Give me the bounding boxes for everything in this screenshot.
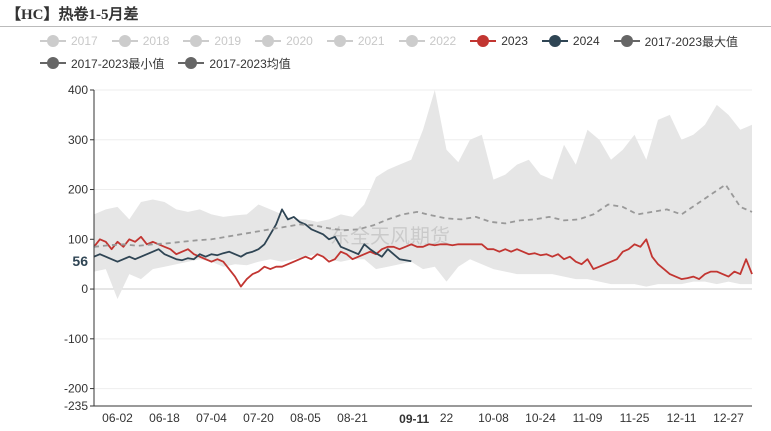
legend-item-2019[interactable]: 2019	[183, 34, 241, 48]
legend-symbol-icon	[541, 35, 568, 47]
series-line-2017-2023均值	[93, 183, 753, 248]
y-tick-label: 200	[68, 183, 88, 197]
legend-item-avg[interactable]: 2017-2023均值	[178, 55, 291, 72]
x-tick-label: 10-24	[525, 411, 556, 425]
x-tick-label: 08-05	[290, 411, 321, 425]
legend-symbol-icon	[183, 35, 210, 47]
y-tick-label: -200	[64, 382, 88, 396]
legend-symbol-icon	[613, 35, 640, 47]
legend-symbol-icon	[398, 35, 425, 47]
legend-item-2023[interactable]: 2023	[470, 34, 528, 48]
x-tick-label: 12-11	[667, 411, 697, 425]
legend-symbol-icon	[178, 57, 205, 69]
legend-item-max[interactable]: 2017-2023最大值	[613, 33, 738, 50]
y-tick-label: -235	[64, 399, 88, 413]
legend-symbol-icon	[40, 57, 66, 69]
legend-symbol-icon	[326, 35, 353, 47]
y-tick-label: -100	[64, 332, 88, 346]
x-tick-label: 07-20	[243, 411, 274, 425]
y-tick-label: 300	[68, 133, 88, 147]
legend-item-2017[interactable]: 2017	[40, 34, 98, 48]
legend-item-2018[interactable]: 2018	[111, 34, 169, 48]
series-line-2024	[93, 208, 412, 263]
legend-item-min[interactable]: 2017-2023最小值	[40, 55, 164, 72]
legend-item-2024[interactable]: 2024	[541, 34, 600, 48]
y-tick-label: 0	[81, 282, 88, 296]
legend-symbol-icon	[255, 35, 282, 47]
range-band	[94, 90, 752, 299]
x-tick-label: 08-21	[337, 411, 368, 425]
x-tick-label: 06-18	[149, 411, 180, 425]
chart-title: 【HC】热卷1-5月差	[6, 7, 139, 23]
x-tick-label: 09-11	[399, 412, 429, 426]
x-tick-label: 12-27	[713, 411, 744, 425]
x-tick-label: 06-02	[102, 411, 133, 425]
legend-symbol-icon	[470, 35, 497, 47]
x-tick-label: 11-09	[573, 411, 603, 425]
x-tick-label: 10-08	[478, 411, 509, 425]
legend-item-2020[interactable]: 2020	[255, 34, 313, 48]
legend-item-2021[interactable]: 2021	[326, 34, 385, 48]
legend-symbol-icon	[40, 35, 66, 47]
series-line-2023	[93, 235, 753, 288]
x-tick-label: 11-25	[620, 411, 650, 425]
title-divider	[0, 26, 771, 27]
y-tick-label: 100	[68, 232, 88, 246]
legend: 2017 2018 2019 2020 2021 2022 2023 2024 …	[40, 30, 770, 74]
legend-row-2: 2017-2023最小值 2017-2023均值	[40, 52, 770, 74]
legend-item-2022[interactable]: 2022	[398, 34, 456, 48]
legend-row-1: 2017 2018 2019 2020 2021 2022 2023 2024 …	[40, 30, 770, 52]
y-tick-label: 400	[68, 83, 88, 97]
x-tick-label: 07-04	[196, 411, 227, 425]
last-value-label: 56	[72, 253, 88, 269]
x-tick-label: 22	[440, 411, 454, 425]
legend-symbol-icon	[111, 35, 138, 47]
